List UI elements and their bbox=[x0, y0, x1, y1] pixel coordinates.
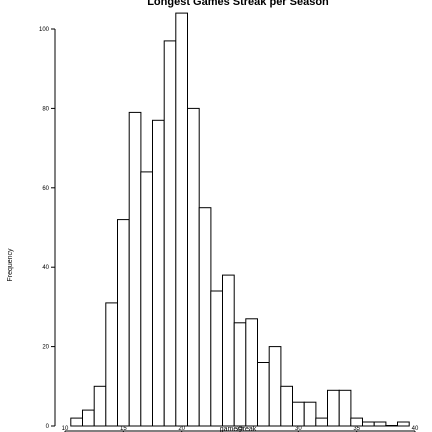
y-tick-label-100: 100 bbox=[39, 27, 50, 33]
x-tick-label-10: 10 bbox=[62, 426, 69, 432]
x-tick-label-35: 35 bbox=[353, 426, 360, 432]
x-tick-label-25: 25 bbox=[237, 426, 244, 432]
histogram-bar-33 bbox=[327, 389, 340, 427]
x-axis-title: gamestreak bbox=[220, 426, 257, 432]
x-tick-label-20: 20 bbox=[178, 426, 185, 432]
y-tick-label-20: 20 bbox=[42, 345, 49, 351]
x-axis: 10 15 20 25 30 35 40 bbox=[62, 426, 419, 432]
histogram-bar-35 bbox=[350, 417, 363, 427]
y-tick-label-40: 40 bbox=[42, 265, 49, 271]
histogram-bar-38 bbox=[385, 425, 398, 427]
histogram-bar-39 bbox=[397, 421, 410, 427]
histogram-bar-21 bbox=[187, 107, 200, 427]
y-axis-title: Frequency bbox=[7, 248, 14, 282]
histogram-bar-15 bbox=[117, 219, 130, 427]
histogram-bar-11 bbox=[70, 417, 84, 427]
x-tick-label-30: 30 bbox=[295, 426, 302, 432]
histogram-bar-25 bbox=[233, 322, 247, 427]
histogram-bar-30 bbox=[292, 401, 305, 427]
histogram-bar-27 bbox=[257, 362, 270, 427]
y-tick-label-0: 0 bbox=[46, 424, 50, 430]
histogram-bar-24 bbox=[222, 274, 235, 427]
histogram-bar-37 bbox=[373, 421, 387, 427]
histogram-bar-29 bbox=[280, 385, 293, 427]
histogram-bar-26 bbox=[245, 318, 259, 427]
histogram-bar-22 bbox=[198, 207, 212, 427]
histogram-bar-34 bbox=[338, 389, 352, 427]
histogram-bar-19 bbox=[163, 40, 177, 427]
histogram-bar-16 bbox=[128, 111, 142, 427]
x-tick-label-40: 40 bbox=[412, 426, 419, 432]
histogram-bar-36 bbox=[362, 421, 375, 427]
chart-title: Longest Games Streak per Season bbox=[147, 0, 329, 8]
histogram-bar-32 bbox=[315, 417, 328, 427]
y-tick-label-60: 60 bbox=[42, 186, 49, 192]
histogram-bar-20 bbox=[175, 12, 189, 427]
histogram-bar-14 bbox=[105, 302, 119, 427]
bars-group bbox=[70, 12, 410, 427]
y-axis: 0 20 40 60 80 100 bbox=[39, 27, 56, 430]
histogram-bar-12 bbox=[82, 409, 95, 427]
x-tick-label-15: 15 bbox=[120, 426, 127, 432]
histogram-bar-18 bbox=[152, 119, 165, 427]
histogram-bar-23 bbox=[210, 290, 224, 427]
histogram-bar-31 bbox=[303, 401, 317, 427]
histogram-bar-28 bbox=[268, 346, 282, 427]
histogram-bar-13 bbox=[93, 385, 107, 427]
histogram-bar-17 bbox=[140, 171, 154, 427]
y-tick-label-80: 80 bbox=[42, 106, 49, 112]
